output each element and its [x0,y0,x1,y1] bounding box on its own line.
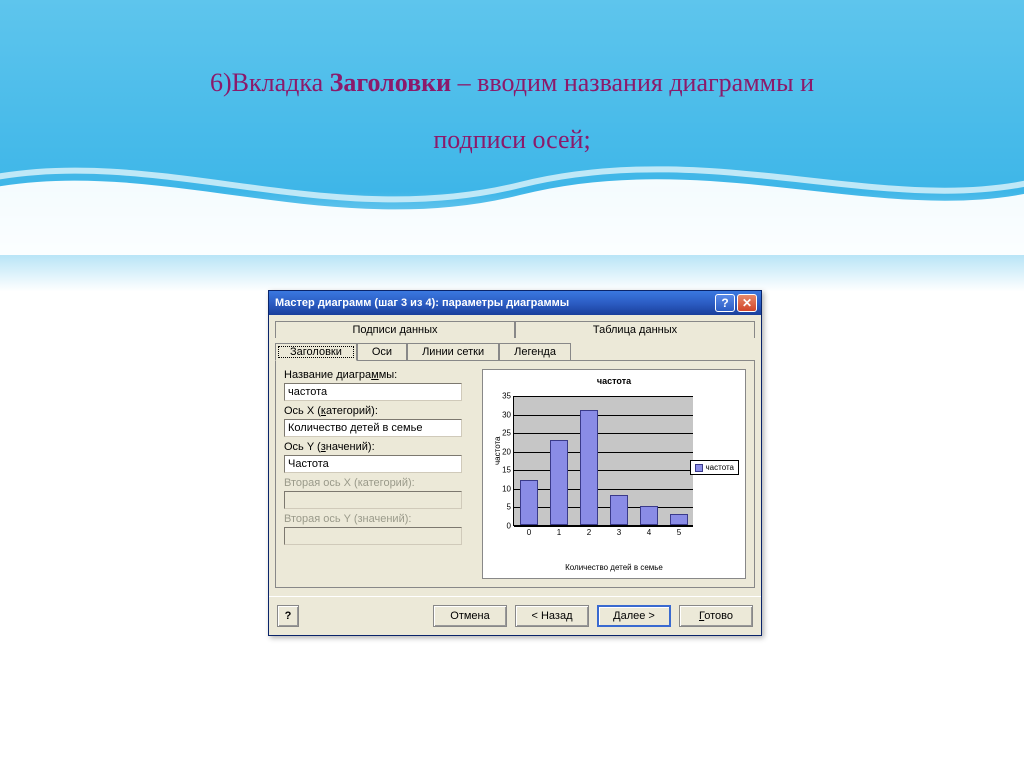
button-row: ? Отмена < Назад Далее > Готово [269,596,761,635]
help-icon: ? [721,296,728,310]
tab-data-table[interactable]: Таблица данных [515,321,755,338]
finish-button[interactable]: Готово [679,605,753,627]
label-x2-axis: Вторая ось X (категорий): [284,477,474,489]
back-button[interactable]: < Назад [515,605,589,627]
question-icon: ? [285,610,292,622]
chart-wizard-dialog: Мастер диаграмм (шаг 3 из 4): параметры … [268,290,762,636]
ytick: 0 [496,522,511,531]
tab-legend[interactable]: Легенда [499,343,571,361]
xtick: 2 [580,528,598,537]
xtick: 5 [670,528,688,537]
input-y-axis[interactable] [284,455,462,473]
input-y2-axis [284,527,462,545]
chart-plot-area: 05101520253035012345 [513,396,693,546]
bar [610,495,628,525]
slide-title-suffix: – вводим названия диаграммы и [451,68,814,97]
chart-preview: частота частота 05101520253035012345 час… [482,369,746,579]
input-x-axis[interactable] [284,419,462,437]
input-chart-title[interactable] [284,383,462,401]
label-y2-axis: Вторая ось Y (значений): [284,513,474,525]
legend: частота [690,460,740,475]
xtick: 1 [550,528,568,537]
xtick: 3 [610,528,628,537]
ytick: 10 [496,484,511,493]
ytick: 15 [496,466,511,475]
input-x2-axis [284,491,462,509]
bar [520,480,538,525]
legend-swatch [695,464,703,472]
bar [670,514,688,525]
cancel-button[interactable]: Отмена [433,605,507,627]
titlebar-close-button[interactable]: ✕ [737,294,757,312]
tab-axes[interactable]: Оси [357,343,407,361]
xtick: 0 [520,528,538,537]
titlebar[interactable]: Мастер диаграмм (шаг 3 из 4): параметры … [269,291,761,315]
tab-titles[interactable]: Заголовки [275,343,357,361]
ytick: 20 [496,447,511,456]
tab-row-back: Подписи данных Таблица данных [269,315,761,338]
slide-title-line2: подписи осей; [433,125,590,154]
label-y-axis: Ось Y (значений): [284,441,474,453]
xtick: 4 [640,528,658,537]
label-x-axis: Ось X (категорий): [284,405,474,417]
bar [550,440,568,525]
ytick: 25 [496,429,511,438]
bar [580,410,598,525]
next-button[interactable]: Далее > [597,605,671,627]
dialog-body: Название диаграммы: Ось X (категорий): О… [275,360,755,588]
ytick: 35 [496,392,511,401]
legend-label: частота [706,463,735,472]
tab-data-labels[interactable]: Подписи данных [275,321,515,338]
slide-title: 6)Вкладка Заголовки – вводим названия ди… [0,54,1024,168]
form-column: Название диаграммы: Ось X (категорий): О… [284,369,474,579]
label-chart-title: Название диаграммы: [284,369,474,381]
tab-gridlines[interactable]: Линии сетки [407,343,499,361]
ytick: 30 [496,410,511,419]
slide-title-bold: Заголовки [330,68,451,97]
tab-row-front: Заголовки Оси Линии сетки Легенда [269,337,761,361]
ytick: 5 [496,503,511,512]
titlebar-text: Мастер диаграмм (шаг 3 из 4): параметры … [275,297,713,309]
titlebar-help-button[interactable]: ? [715,294,735,312]
preview-chart-title: частота [487,376,741,386]
preview-x-label: Количество детей в семье [483,563,745,572]
slide-title-prefix: 6)Вкладка [210,68,330,97]
bar [640,506,658,525]
close-icon: ✕ [742,296,752,310]
help-button[interactable]: ? [277,605,299,627]
